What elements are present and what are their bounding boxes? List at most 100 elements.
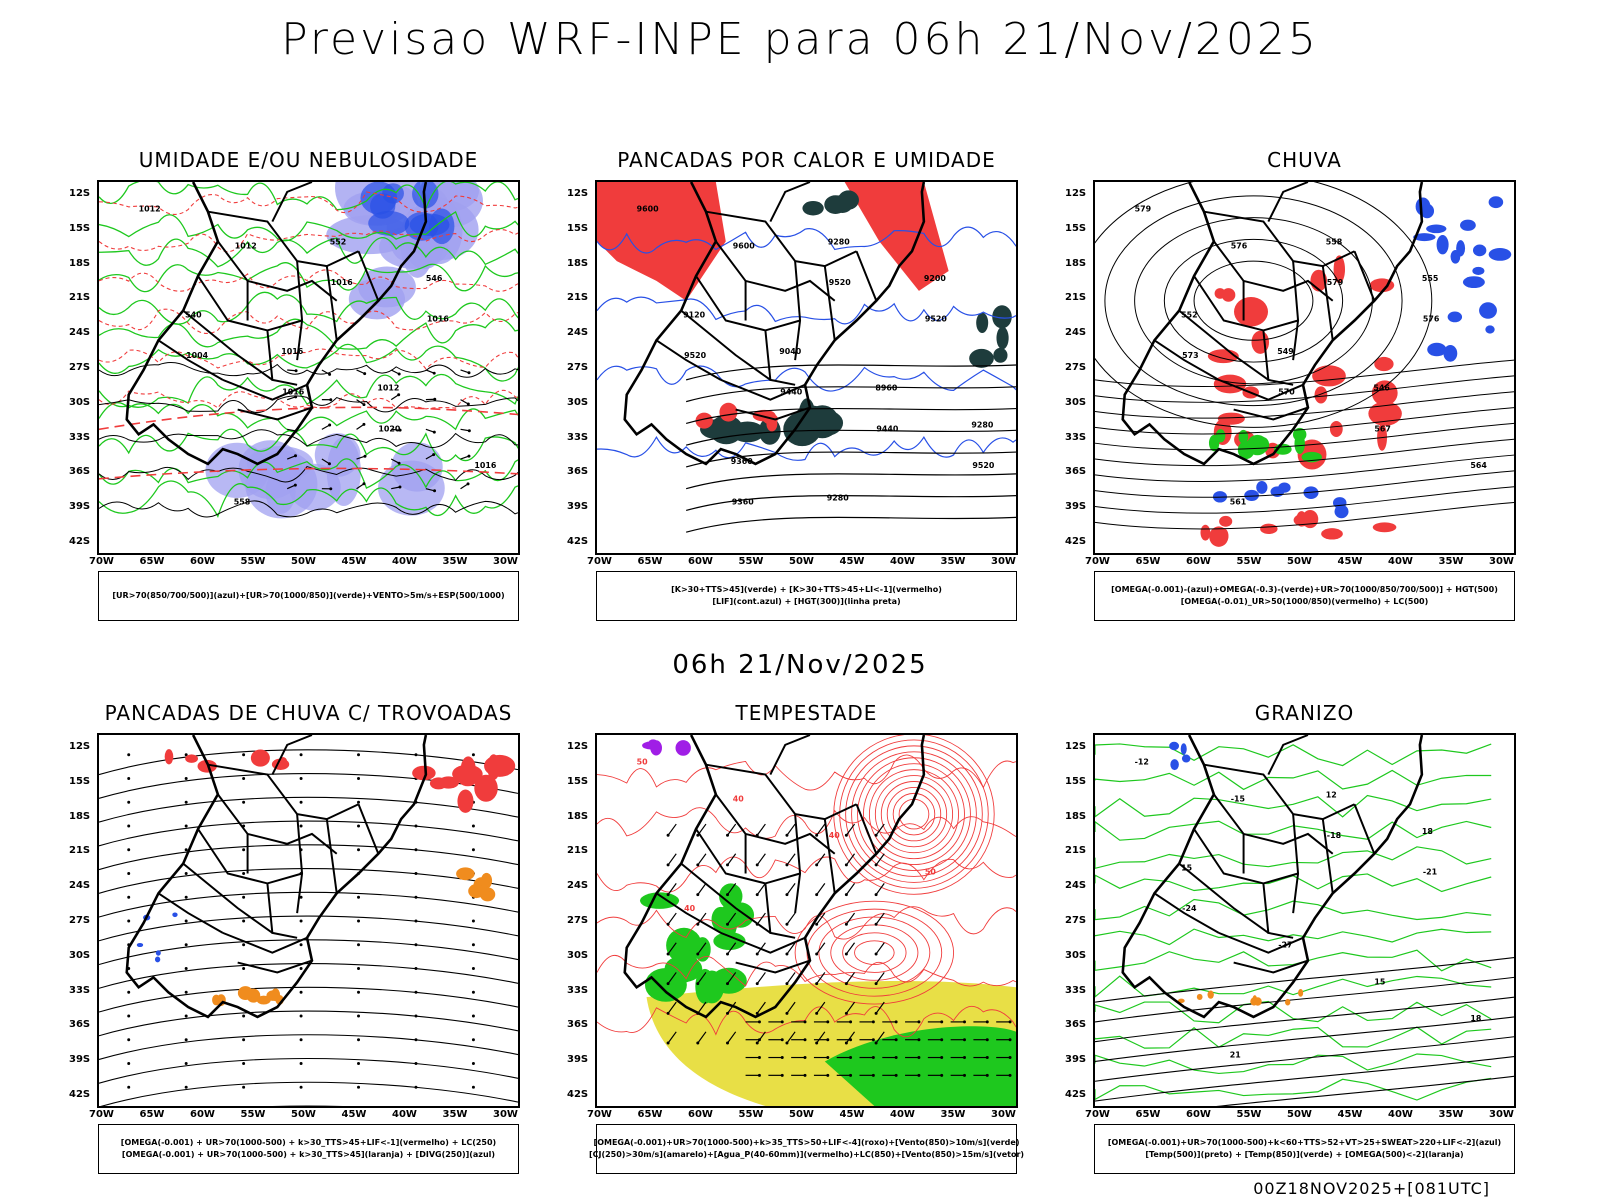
map-canvas: 50 40 40 50 40 — [597, 735, 1016, 1106]
contour-label: 564 — [1470, 461, 1487, 470]
lon-tick-label: 65W — [1135, 1109, 1161, 1120]
lon-tick-label: 30W — [1489, 1109, 1514, 1120]
contour-label: 15 — [1374, 977, 1385, 986]
lat-tick-label: 39S — [567, 1054, 589, 1066]
lon-tick-label: 65W — [139, 556, 165, 567]
map-canvas: 579 576 579 576 573 570 567 564 561 558 555 552 549 5… — [1095, 182, 1514, 547]
lon-tick-label: 70W — [89, 1109, 114, 1120]
lon-tick-label: 50W — [1287, 556, 1312, 567]
main-title: Previsao WRF-INPE para 06h 21/Nov/2025 — [281, 14, 1319, 65]
contour-label: 9520 — [684, 351, 707, 360]
legend-line: [UR>70(850/700/500)](azul)+[UR>70(1000/8… — [112, 591, 505, 600]
contour-label: 8960 — [875, 384, 898, 393]
lat-tick-label: 30S — [567, 949, 589, 961]
lat-tick-label: 18S — [567, 257, 589, 269]
contour-label: 9440 — [876, 424, 899, 433]
contour-label: 9360 — [731, 457, 754, 466]
run-footer: 00Z18NOV2025+[081UTC] — [1253, 1179, 1490, 1198]
contour-label: 40 — [684, 904, 696, 913]
lon-tick-label: 40W — [890, 1109, 915, 1120]
lon-tick-label: 45W — [341, 1109, 367, 1120]
lon-tick-label: 45W — [1337, 556, 1363, 567]
lon-tick-label: 40W — [392, 1109, 417, 1120]
lon-tick-label: 60W — [688, 556, 713, 567]
lon-tick-label: 50W — [291, 556, 316, 567]
lat-tick-label: 36S — [1065, 1019, 1087, 1031]
contour-label: 570 — [1278, 388, 1295, 397]
contour-label: 9440 — [780, 388, 803, 397]
legend-box: [K>30+TTS>45](verde) + [K>30+TTS>45+LI<-… — [596, 571, 1017, 621]
lon-tick-label: 40W — [392, 556, 417, 567]
lat-tick-label: 12S — [69, 188, 91, 199]
contour-label: 552 — [330, 237, 347, 246]
contour-label: 18 — [1470, 1014, 1482, 1023]
lat-tick-label: 24S — [69, 880, 91, 892]
map-canvas: 1012 1012 1016 1016 1004 1016 1020 1016 558 552 54… — [99, 182, 518, 519]
contour-label: 21 — [1230, 1051, 1241, 1060]
lat-tick-label: 15S — [69, 222, 91, 234]
lon-tick-label: 70W — [587, 1109, 612, 1120]
lat-tick-label: 42S — [69, 1089, 91, 1100]
lon-tick-label: 40W — [890, 556, 915, 567]
lat-tick-label: 18S — [1065, 810, 1087, 822]
lon-tick-label: 50W — [789, 556, 814, 567]
lat-tick-label: 18S — [69, 257, 91, 269]
lat-tick-label: 18S — [567, 810, 589, 822]
panel-title: TEMPESTADE — [735, 701, 878, 725]
weather-map: 579 576 579 576 573 570 567 564 561 558 555 552 549 5… — [1093, 180, 1516, 555]
lat-tick-label: 24S — [1065, 327, 1087, 339]
contour-label: 546 — [426, 274, 443, 283]
contour-label: 1012 — [235, 241, 257, 250]
lon-tick-label: 55W — [1236, 1109, 1262, 1120]
contour-label: 9280 — [827, 494, 850, 503]
panel-title: GRANIZO — [1254, 701, 1355, 725]
contour-label: 9600 — [637, 205, 660, 214]
legend-line: [OMEGA(-0.001)-(azul)+OMEGA(-0.3)-(verde… — [1111, 585, 1498, 594]
contour-label: 576 — [1231, 241, 1248, 250]
lat-tick-label: 21S — [69, 292, 91, 304]
panel-title: UMIDADE E/OU NEBULOSIDADE — [138, 148, 479, 172]
contour-label: 12 — [1326, 790, 1337, 799]
lat-tick-label: 30S — [1065, 396, 1087, 408]
contour-label: 1012 — [139, 205, 161, 214]
lat-tick-label: 24S — [567, 880, 589, 892]
contour-label: -18 — [1327, 831, 1342, 840]
lat-tick-label: 42S — [1065, 536, 1087, 547]
lat-tick-label: 36S — [69, 466, 91, 478]
lat-tick-label: 42S — [567, 1089, 589, 1100]
lat-tick-label: 33S — [1065, 984, 1087, 996]
legend-line: [OMEGA(-0.001)+UR>70(1000-500)+k<60+TTS>… — [1107, 1138, 1502, 1147]
lon-tick-label: 35W — [442, 1109, 468, 1120]
lon-tick-label: 60W — [1186, 556, 1211, 567]
lon-tick-label: 45W — [839, 556, 865, 567]
lat-tick-label: 33S — [1065, 431, 1087, 443]
lat-tick-label: 24S — [1065, 880, 1087, 892]
lon-tick-label: 55W — [738, 556, 764, 567]
legend-line: [LIF](cont.azul) + [HGT(300)](linha pret… — [712, 597, 901, 606]
legend-line: [OMEGA(-0.001) + UR>70(1000-500) + k>30_… — [121, 1150, 496, 1159]
contour-label: 9360 — [732, 498, 755, 507]
contour-label: 50 — [637, 758, 649, 767]
lat-tick-label: 27S — [69, 362, 91, 373]
lon-tick-label: 60W — [688, 1109, 713, 1120]
lat-tick-label: 15S — [567, 222, 589, 234]
lat-tick-label: 36S — [69, 1019, 91, 1031]
lon-tick-label: 35W — [1438, 1109, 1464, 1120]
panel-title: CHUVA — [1267, 148, 1342, 172]
weather-map: -12 -15 -18 -21 -24 -27 15 18 21 12 18 15 — [1093, 733, 1516, 1108]
lat-tick-label: 21S — [567, 845, 589, 857]
legend-box: [OMEGA(-0.001)-(azul)+OMEGA(-0.3)-(verde… — [1094, 571, 1515, 621]
contour-label: 540 — [185, 311, 202, 320]
lon-tick-label: 35W — [940, 556, 966, 567]
lat-tick-label: 12S — [567, 741, 589, 752]
lon-tick-label: 45W — [1337, 1109, 1363, 1120]
lat-tick-label: 21S — [1065, 292, 1087, 304]
lon-tick-label: 35W — [940, 1109, 966, 1120]
lat-tick-label: 33S — [69, 431, 91, 443]
contour-label: 1012 — [377, 384, 399, 393]
contour-label: 9200 — [924, 274, 947, 283]
legend-box: [OMEGA(-0.001)+UR>70(1000-500)+k<60+TTS>… — [1094, 1124, 1515, 1174]
contour-label: -24 — [1182, 904, 1197, 913]
legend-line: [OMEGA(-0.001) + UR>70(1000-500) + k>30_… — [120, 1138, 497, 1147]
contour-label: 50 — [925, 868, 937, 877]
